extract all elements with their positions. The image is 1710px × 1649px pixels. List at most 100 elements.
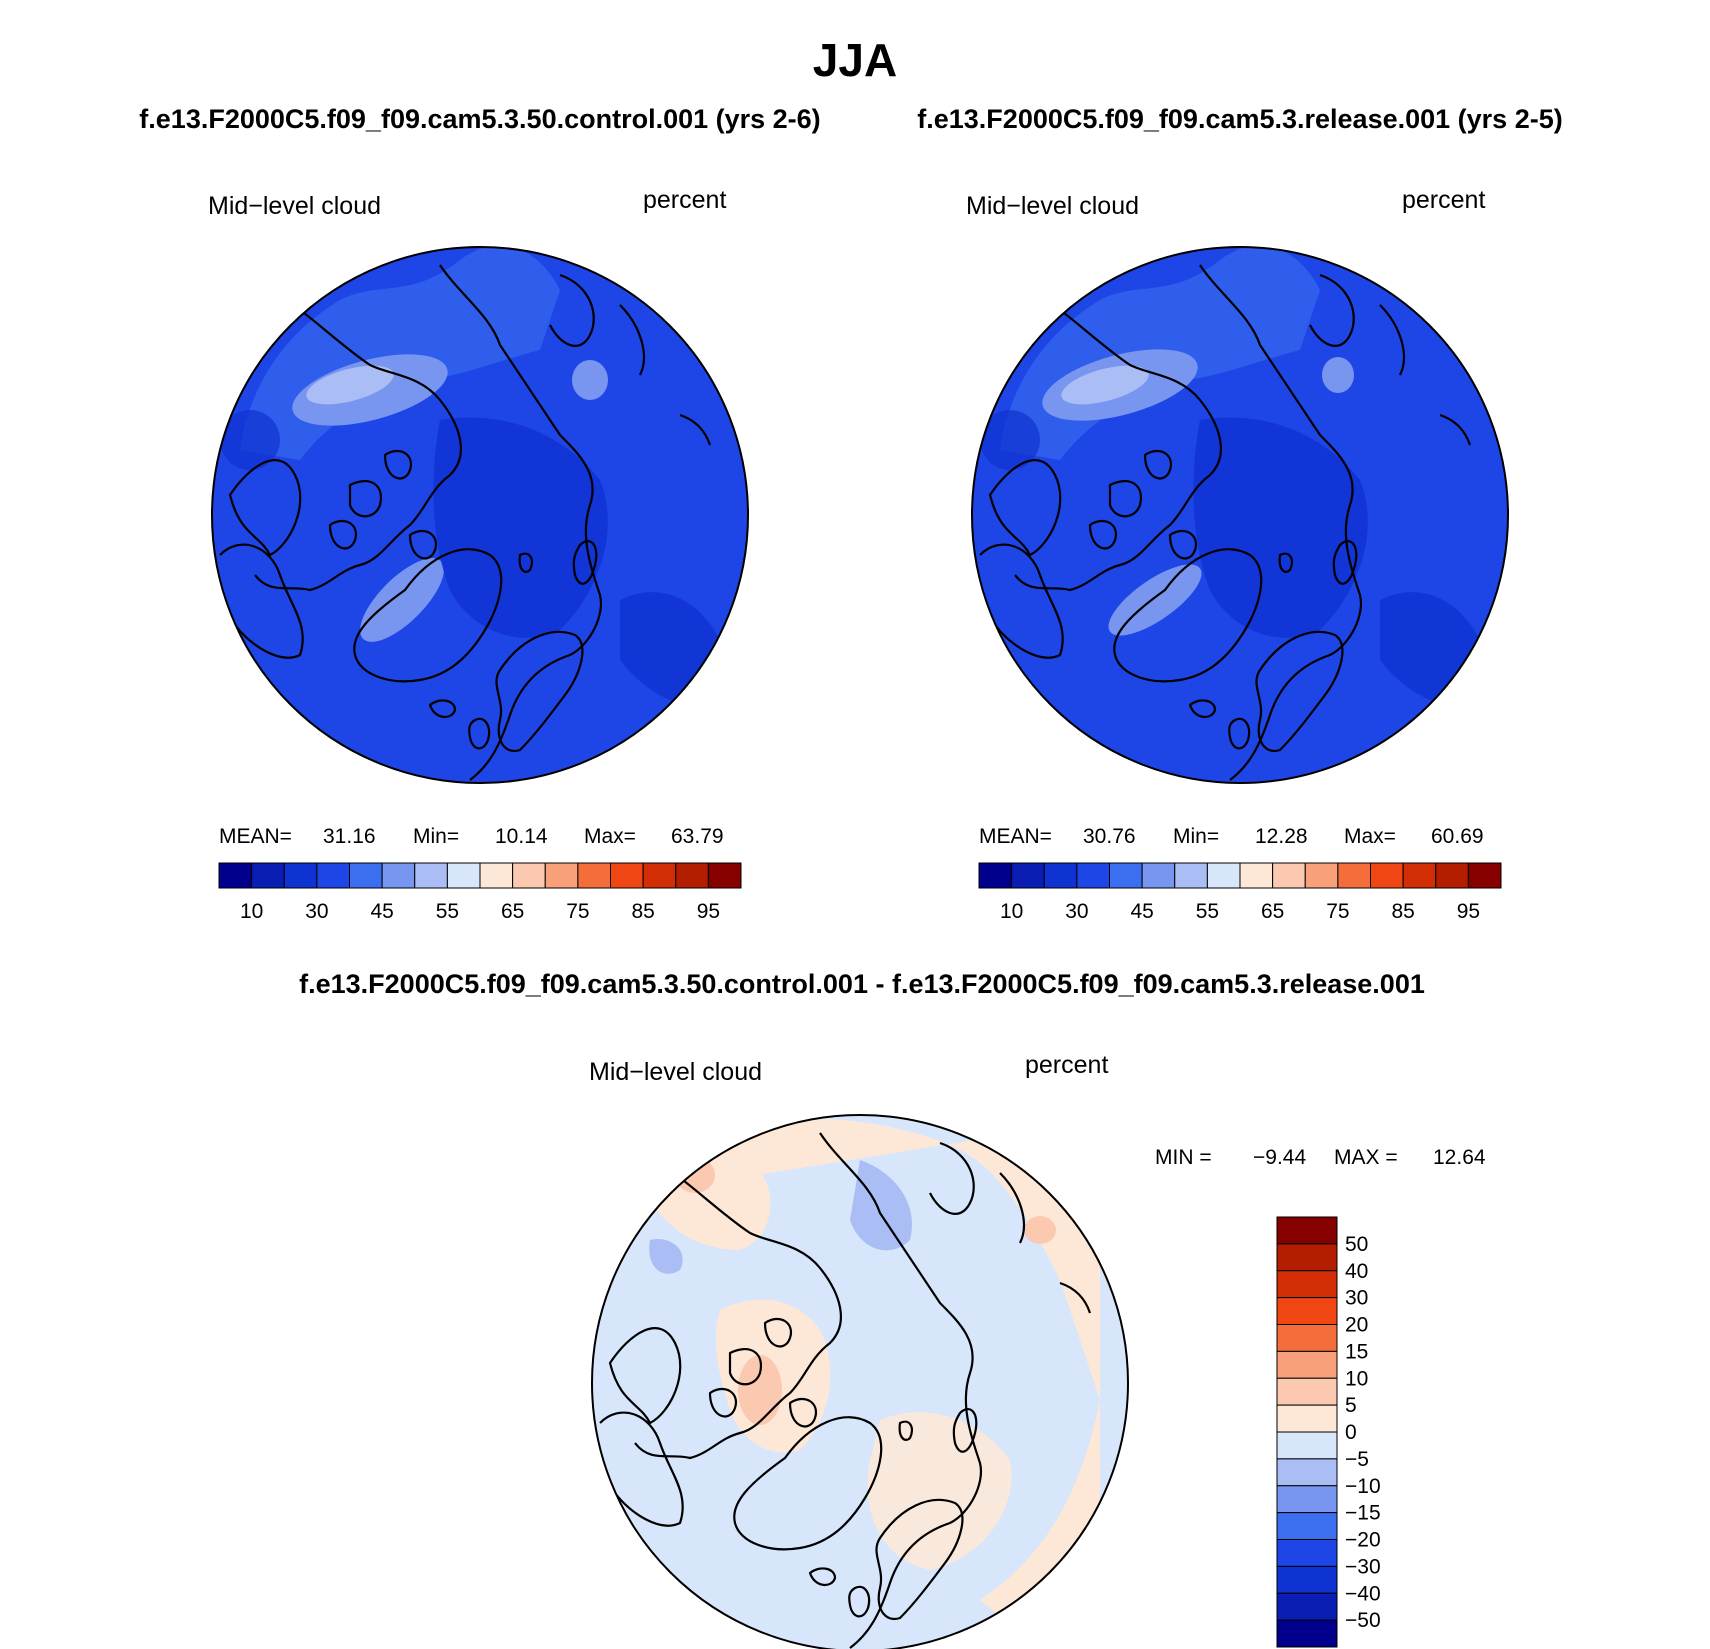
colorbar-difference-swatch	[1276, 1619, 1338, 1648]
map-release	[972, 247, 1508, 783]
panel-control-variable: Mid−level cloud	[208, 192, 381, 220]
colorbar-release-swatch	[1109, 862, 1143, 889]
panel-release-max-label: Max=	[1344, 825, 1396, 848]
panel-release-units: percent	[1402, 186, 1485, 214]
panel-control-units: percent	[643, 186, 726, 214]
panel-control-min-label: Min=	[413, 825, 459, 848]
colorbar-difference-swatch	[1276, 1350, 1338, 1379]
colorbar-difference-swatch	[1276, 1592, 1338, 1621]
colorbar-difference-tick-label: 10	[1345, 1367, 1368, 1390]
colorbar-difference-tick-label: −15	[1345, 1502, 1381, 1525]
case1-title: f.e13.F2000C5.f09_f09.cam5.3.50.control.…	[139, 104, 820, 134]
panel-difference-min: −9.44	[1253, 1146, 1306, 1169]
colorbar-release: 10 30 45 55 65 75 85 95	[978, 862, 1502, 923]
colorbar-release-tick-label: 45	[1130, 900, 1153, 923]
panel-release-min-label: Min=	[1173, 825, 1219, 848]
colorbar-control-tick-label: 10	[240, 900, 263, 923]
panel-control-mean: 31.16	[323, 825, 376, 848]
colorbar-control: 10 30 45 55 65 75 85 95	[218, 862, 742, 923]
colorbar-control-swatch	[446, 862, 481, 889]
colorbar-difference-swatch	[1276, 1243, 1338, 1272]
colorbar-control-tick-label: 55	[436, 900, 459, 923]
colorbar-difference-swatch	[1276, 1512, 1338, 1540]
colorbar-control-swatch	[610, 862, 644, 889]
colorbar-control-swatch	[251, 862, 285, 889]
colorbar-release-tick-label: 95	[1457, 900, 1480, 923]
map-difference	[592, 1115, 1128, 1649]
colorbar-difference-swatch	[1276, 1297, 1338, 1325]
colorbar-control-tick-label: 75	[566, 900, 589, 923]
colorbar-release-tick-label: 75	[1326, 900, 1349, 923]
panel-release-max: 60.69	[1431, 825, 1484, 848]
colorbar-release-swatch	[1011, 862, 1045, 889]
panel-difference-units: percent	[1025, 1051, 1108, 1079]
colorbar-difference-swatch	[1276, 1324, 1338, 1352]
colorbar-difference-tick-label: 5	[1345, 1394, 1357, 1417]
colorbar-release-swatch	[1239, 862, 1274, 889]
colorbar-release-swatch	[1174, 862, 1208, 889]
colorbar-control-swatch	[675, 862, 709, 889]
colorbar-control-tick-label: 65	[501, 900, 524, 923]
figure-title: JJA	[813, 34, 897, 86]
panel-control-mean-label: MEAN=	[219, 825, 292, 848]
colorbar-difference-tick-label: −40	[1345, 1582, 1381, 1605]
colorbar-control-swatch	[349, 862, 383, 889]
map-control	[212, 247, 748, 783]
colorbar-release-tick-label: 55	[1196, 900, 1219, 923]
colorbar-release-swatch	[1337, 862, 1371, 889]
colorbar-control-tick-label: 45	[370, 900, 393, 923]
panel-release-min: 12.28	[1255, 825, 1308, 848]
colorbar-release-swatch	[1370, 862, 1404, 889]
colorbar-control-swatch	[479, 862, 514, 889]
colorbar-release-swatch	[1435, 862, 1469, 889]
panel-release-mean-label: MEAN=	[979, 825, 1052, 848]
colorbar-release-swatch	[1304, 862, 1339, 889]
colorbar-difference-tick-label: 50	[1345, 1233, 1368, 1256]
colorbar-release-swatch	[1043, 862, 1078, 889]
colorbar-difference-swatch	[1276, 1485, 1338, 1514]
map-difference-border	[591, 1114, 1129, 1649]
colorbar-control-swatch	[642, 862, 677, 889]
colorbar-difference-swatch	[1276, 1216, 1338, 1245]
colorbar-control-swatch	[381, 862, 416, 889]
colorbar-release-swatch	[1206, 862, 1241, 889]
colorbar-difference-swatch	[1276, 1270, 1338, 1299]
colorbar-control-swatch	[414, 862, 448, 889]
colorbar-control-swatch	[577, 862, 611, 889]
panel-release: Mid−level cloud percent MEAN= 30.76 Min=…	[966, 186, 1509, 923]
colorbar-difference-tick-label: 15	[1345, 1340, 1368, 1363]
panel-control-min: 10.14	[495, 825, 548, 848]
panel-release-variable: Mid−level cloud	[966, 192, 1139, 220]
panel-control-max-label: Max=	[584, 825, 636, 848]
colorbar-difference-swatch	[1276, 1565, 1338, 1594]
colorbar-difference-tick-label: 20	[1345, 1314, 1368, 1337]
colorbar-difference-swatch	[1276, 1404, 1338, 1433]
colorbar-difference-tick-label: 30	[1345, 1287, 1368, 1310]
colorbar-difference-tick-label: −50	[1345, 1609, 1381, 1632]
colorbar-control-tick-label: 85	[631, 900, 654, 923]
colorbar-release-swatch	[1467, 862, 1502, 889]
colorbar-difference-swatch	[1276, 1377, 1338, 1406]
colorbar-release-swatch	[1272, 862, 1306, 889]
colorbar-difference-tick-label: −5	[1345, 1448, 1369, 1471]
colorbar-release-swatch	[1141, 862, 1176, 889]
colorbar-release-swatch	[1076, 862, 1110, 889]
colorbar-release-swatch	[978, 862, 1013, 889]
colorbar-release-swatch	[1402, 862, 1437, 889]
colorbar-control-tick-label: 95	[697, 900, 720, 923]
colorbar-release-tick-label: 30	[1065, 900, 1088, 923]
colorbar-difference-tick-label: 40	[1345, 1260, 1368, 1283]
difference-title: f.e13.F2000C5.f09_f09.cam5.3.50.control.…	[299, 969, 1425, 999]
colorbar-release-tick-label: 65	[1261, 900, 1284, 923]
map-release-border	[971, 246, 1509, 784]
colorbar-difference-swatch	[1276, 1539, 1338, 1567]
colorbar-difference-tick-label: −20	[1345, 1529, 1381, 1552]
colorbar-difference-tick-label: 0	[1345, 1421, 1357, 1444]
colorbar-control-swatch	[283, 862, 318, 889]
panel-difference-min-label: MIN =	[1155, 1146, 1212, 1169]
panel-difference-max-label: MAX =	[1334, 1146, 1398, 1169]
panel-control-max: 63.79	[671, 825, 724, 848]
panel-difference: Mid−level cloud percent MIN = −9.44 MAX …	[589, 1051, 1486, 1649]
